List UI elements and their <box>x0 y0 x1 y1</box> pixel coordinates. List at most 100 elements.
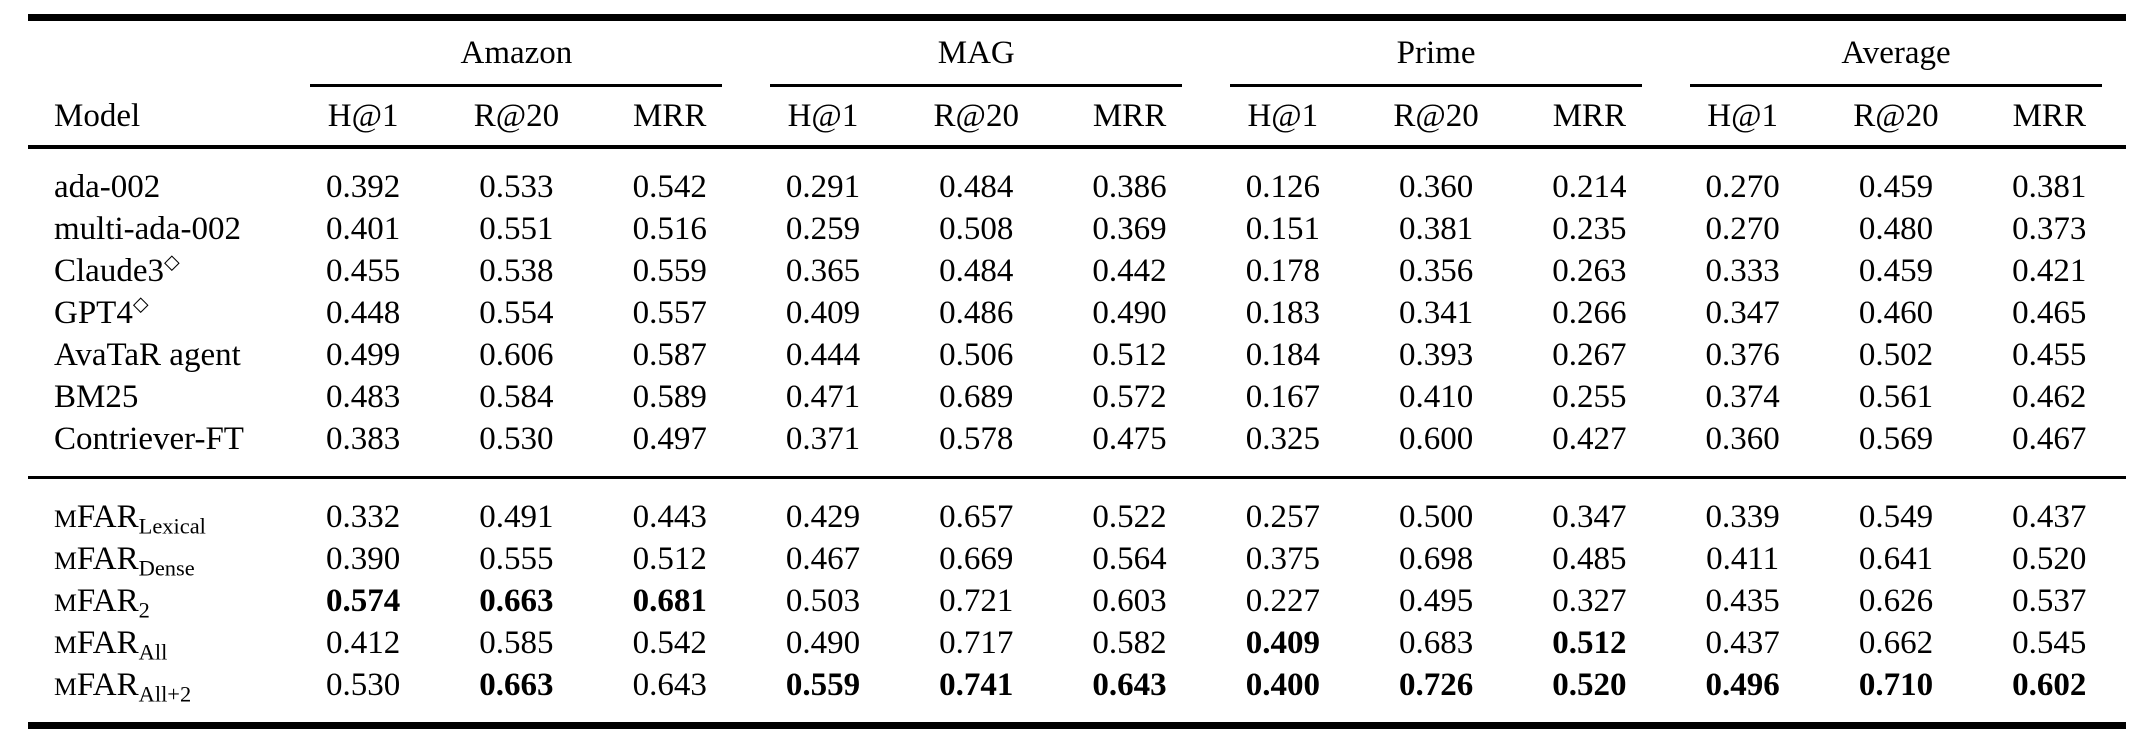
metric-value: 0.537 <box>2012 582 2087 619</box>
model-name: MFAR2 <box>54 582 150 622</box>
metric-value: 0.467 <box>2012 420 2087 457</box>
model-name: Contriever-FT <box>54 420 244 457</box>
col-header-prime-h1: H@1 <box>1206 87 1360 149</box>
metric-value: 0.669 <box>939 540 1014 577</box>
metric-value: 0.603 <box>1092 582 1167 619</box>
metric-value: 0.167 <box>1245 378 1320 415</box>
table-row: BM25 0.483 0.584 0.589 0.471 0.689 0.572 0.167 0… <box>28 376 2126 418</box>
metric-value: 0.371 <box>785 420 861 457</box>
metric-value: 0.741 <box>939 666 1014 703</box>
metric-value: 0.551 <box>479 210 554 247</box>
metric-value: 0.386 <box>1092 168 1167 205</box>
model-name-smallcaps: M <box>54 545 77 575</box>
group-label-average: Average <box>1841 35 1951 71</box>
group-header-row: Amazon MAG Prime Average <box>28 18 2126 88</box>
metric-value: 0.409 <box>785 294 861 331</box>
col-header-amazon-mrr: MRR <box>593 87 747 149</box>
metric-value: 0.710 <box>1858 666 1934 703</box>
metric-value: 0.589 <box>632 378 707 415</box>
metric-value: 0.462 <box>2012 378 2087 415</box>
metric-value: 0.341 <box>1398 294 1474 331</box>
metric-value: 0.410 <box>1398 378 1474 415</box>
metric-value: 0.726 <box>1398 666 1474 703</box>
table-row: MFARLexical 0.332 0.491 0.443 0.429 0.657 0.52… <box>28 478 2126 539</box>
metric-value: 0.681 <box>632 582 707 619</box>
metric-value: 0.267 <box>1552 336 1627 373</box>
metric-value: 0.484 <box>939 252 1014 289</box>
table-row: MFARDense 0.390 0.555 0.512 0.467 0.669 0.564 0… <box>28 538 2126 580</box>
metric-value: 0.574 <box>326 582 401 619</box>
group-header-spacer <box>28 18 286 88</box>
model-column-header: Model <box>28 87 287 149</box>
metric-value: 0.360 <box>1705 420 1780 457</box>
metric-value: 0.600 <box>1398 420 1474 457</box>
metric-value: 0.259 <box>785 210 861 247</box>
table-row: AvaTaR agent 0.499 0.606 0.587 0.444 0.506 0.5… <box>28 334 2126 376</box>
model-name-smallcaps: M <box>54 503 77 533</box>
col-header-amazon-h1: H@1 <box>286 87 440 149</box>
metric-value: 0.485 <box>1552 540 1627 577</box>
table-row: ada-002 0.392 0.533 0.542 0.291 0.484 0.386 0.1… <box>28 147 2126 208</box>
group-header-mag: MAG <box>746 18 1206 87</box>
metric-value: 0.427 <box>1552 420 1627 457</box>
metric-value: 0.500 <box>1398 498 1474 535</box>
model-name: ada-002 <box>54 168 161 205</box>
table-row: GPT4◇ 0.448 0.554 0.557 0.409 0.486 0.490 0.183… <box>28 292 2126 334</box>
table-row: MFARAll+2 0.530 0.663 0.643 0.559 0.741 0.643 0… <box>28 664 2126 726</box>
model-name-subscript: All <box>138 638 168 664</box>
metric-value: 0.721 <box>939 582 1014 619</box>
metric-value: 0.375 <box>1245 540 1320 577</box>
metric-value: 0.325 <box>1245 420 1320 457</box>
metric-value: 0.533 <box>479 168 554 205</box>
metric-value: 0.332 <box>326 498 401 535</box>
metric-value: 0.333 <box>1705 252 1780 289</box>
metric-value: 0.559 <box>632 252 707 289</box>
metric-value: 0.475 <box>1092 420 1167 457</box>
metric-value: 0.484 <box>939 168 1014 205</box>
metric-value: 0.490 <box>1092 294 1167 331</box>
model-name-smallcaps: M <box>54 587 77 617</box>
metric-value: 0.555 <box>479 540 554 577</box>
table-row: Claude3◇ 0.455 0.538 0.559 0.365 0.484 0.442 0.… <box>28 250 2126 292</box>
metric-value: 0.227 <box>1245 582 1320 619</box>
metric-value: 0.486 <box>939 294 1014 331</box>
col-header-amazon-r20: R@20 <box>439 87 594 149</box>
col-header-prime-r20: R@20 <box>1359 87 1513 149</box>
metric-value: 0.347 <box>1705 294 1780 331</box>
metric-value: 0.270 <box>1705 210 1780 247</box>
col-header-average-mrr: MRR <box>1972 87 2126 149</box>
metric-value: 0.564 <box>1092 540 1167 577</box>
diamond-superscript: ◇ <box>163 251 180 274</box>
metric-value: 0.178 <box>1245 252 1320 289</box>
model-name: MFARAll <box>54 624 168 664</box>
metric-value: 0.374 <box>1705 378 1780 415</box>
metric-value: 0.255 <box>1552 378 1627 415</box>
metric-value: 0.480 <box>1858 210 1934 247</box>
metric-value: 0.530 <box>479 420 554 457</box>
metric-value: 0.400 <box>1245 666 1320 703</box>
metric-value: 0.376 <box>1705 336 1780 373</box>
table-row: MFAR2 0.574 0.663 0.681 0.503 0.721 0.603 0.227… <box>28 580 2126 622</box>
metric-value: 0.263 <box>1552 252 1627 289</box>
metric-value: 0.429 <box>785 498 861 535</box>
metric-value: 0.499 <box>326 336 401 373</box>
metric-value: 0.356 <box>1398 252 1474 289</box>
group-label-amazon: Amazon <box>460 35 573 71</box>
col-header-mag-h1: H@1 <box>746 87 900 149</box>
metric-value: 0.437 <box>1705 624 1780 661</box>
metric-value: 0.409 <box>1245 624 1320 661</box>
metric-value: 0.459 <box>1858 252 1934 289</box>
metric-value: 0.606 <box>479 336 554 373</box>
metric-value: 0.421 <box>2012 252 2087 289</box>
model-name: AvaTaR agent <box>54 336 241 373</box>
metric-value: 0.554 <box>479 294 554 331</box>
metric-value: 0.497 <box>632 420 707 457</box>
metric-value: 0.214 <box>1552 168 1627 205</box>
metric-value: 0.455 <box>326 252 401 289</box>
metric-value: 0.291 <box>785 168 861 205</box>
metric-value: 0.412 <box>326 624 401 661</box>
metric-value: 0.327 <box>1552 582 1627 619</box>
metric-value: 0.401 <box>326 210 401 247</box>
metric-value: 0.657 <box>939 498 1014 535</box>
model-name-subscript: All+2 <box>138 680 192 706</box>
